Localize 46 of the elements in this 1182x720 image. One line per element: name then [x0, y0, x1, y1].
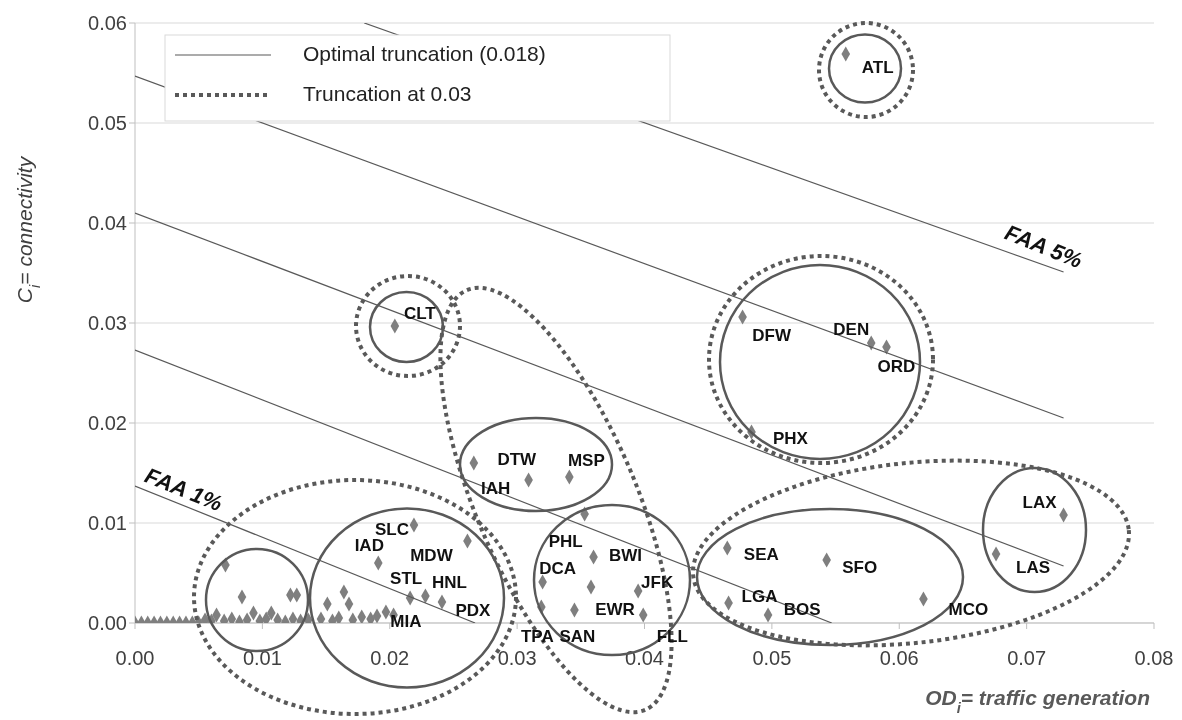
annotation: CLT [403, 304, 437, 324]
annotation: MIA [390, 612, 422, 632]
annotation: MDW [410, 546, 454, 566]
annotation: MSP [567, 451, 605, 471]
annotation: IAH [480, 479, 511, 499]
annotation: FAA 1% [141, 462, 226, 517]
annotation: ATL [861, 58, 894, 78]
y-tick-label: 0.06 [88, 12, 127, 35]
x-tick-label: 0.07 [1007, 647, 1047, 670]
y-tick-label: 0.02 [88, 412, 127, 435]
annotation: DTW [497, 450, 538, 470]
annotation: DFW [752, 326, 792, 346]
annotation: SAN [559, 627, 596, 647]
annotation: PDX [455, 601, 492, 621]
annotation: DCA [539, 559, 577, 579]
annotation: PHL [548, 532, 583, 552]
annotation: DEN [833, 320, 870, 340]
annotation: STL [390, 569, 423, 589]
annotation: MCO [948, 600, 989, 620]
x-tick-label: 0.01 [242, 647, 282, 670]
annotation: JFK [641, 573, 674, 593]
annotation: EWR [595, 600, 635, 620]
annotation: Optimal truncation (0.018) [303, 41, 546, 65]
annotation: SEA [743, 545, 779, 565]
annotation: TPA [520, 627, 554, 647]
y-tick-label: 0.00 [88, 612, 127, 635]
x-axis-title: OD$_{i}$= traffic generation [925, 686, 1150, 716]
x-tick-label: 0.03 [497, 647, 537, 670]
annotation: PHX [773, 429, 809, 449]
y-tick-label: 0.01 [88, 512, 127, 535]
x-tick-label: 0.08 [1134, 647, 1174, 670]
y-tick-label: 0.05 [88, 112, 127, 135]
x-tick-label: 0.02 [370, 647, 410, 670]
annotation: ORD [877, 357, 916, 377]
annotation: FAA 5% [1001, 219, 1086, 274]
annotation: Truncation at 0.03 [303, 81, 472, 105]
x-tick-label: 0.05 [752, 647, 792, 670]
annotation: BWI [609, 546, 643, 566]
annotation: SFO [842, 558, 878, 578]
annotation: LAX [1022, 493, 1058, 513]
x-tick-label: 0.00 [115, 647, 155, 670]
x-tick-label: 0.06 [879, 647, 919, 670]
annotation: HNL [431, 573, 467, 593]
y-tick-label: 0.04 [88, 212, 127, 235]
y-tick-label: 0.03 [88, 312, 127, 335]
annotation: LAS [1016, 558, 1051, 578]
